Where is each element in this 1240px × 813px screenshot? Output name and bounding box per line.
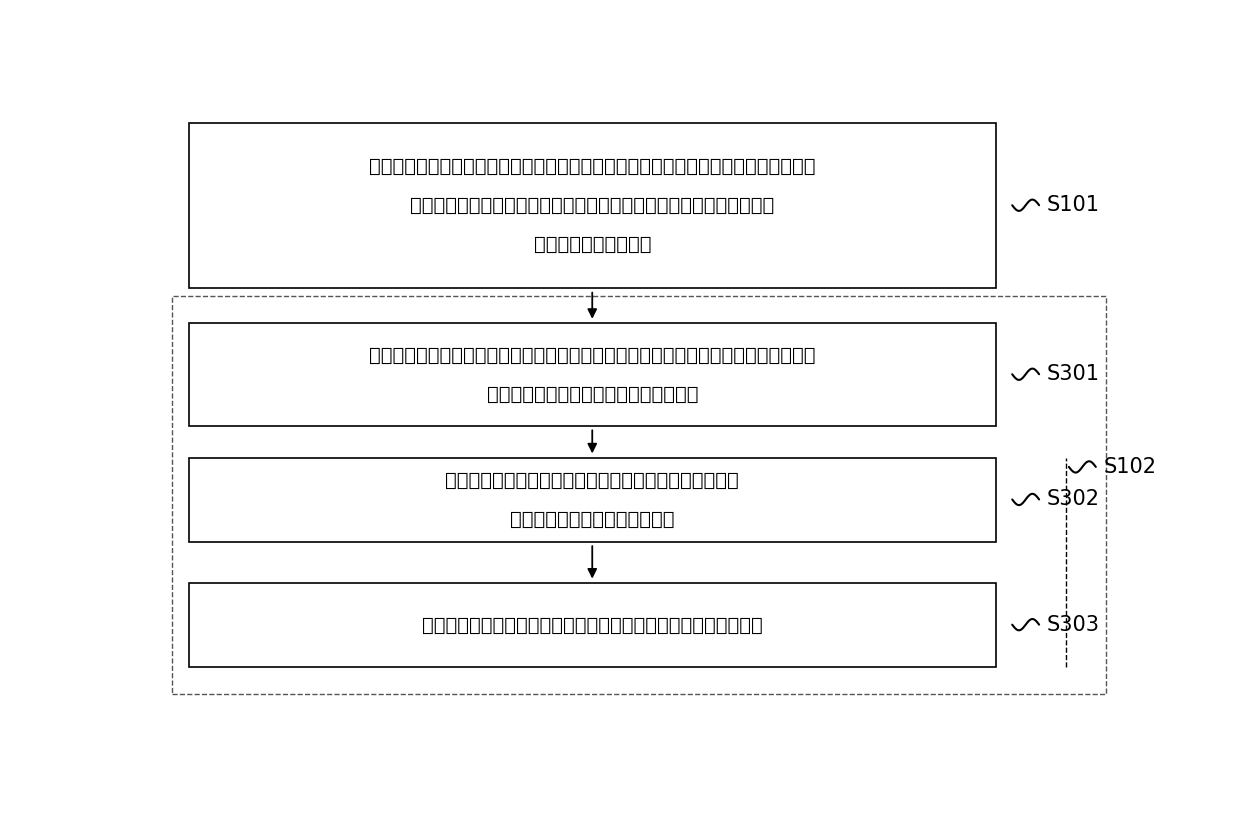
- Text: S102: S102: [1104, 457, 1157, 477]
- Text: 将所述至少一个目标自适应基数计数算法对象相加，得到: 将所述至少一个目标自适应基数计数算法对象相加，得到: [445, 471, 739, 490]
- Text: 为至少一个目标自适应基数计数算法对象: 为至少一个目标自适应基数计数算法对象: [486, 385, 698, 403]
- Text: 从所述数据库中获取给定时段内对应的第一对象序列，并将所述第一对象序列反序列化: 从所述数据库中获取给定时段内对应的第一对象序列，并将所述第一对象序列反序列化: [370, 346, 816, 365]
- Bar: [188, 458, 996, 542]
- Bar: [188, 323, 996, 426]
- Bar: [188, 583, 996, 667]
- Text: 将每个预设时段内通过互联网访问网站的所有访客的用户标识，添加到与所述预设时段: 将每个预设时段内通过互联网访问网站的所有访客的用户标识，添加到与所述预设时段: [370, 157, 816, 176]
- Bar: [172, 296, 1106, 693]
- Text: 序列化后写入数据库中: 序列化后写入数据库中: [533, 235, 651, 254]
- Bar: [188, 123, 996, 289]
- Text: S101: S101: [1047, 195, 1100, 215]
- Text: S301: S301: [1047, 364, 1100, 385]
- Text: 总目标自适应基数计数算法对象: 总目标自适应基数计数算法对象: [510, 510, 675, 528]
- Text: S303: S303: [1047, 615, 1100, 635]
- Text: S302: S302: [1047, 489, 1100, 510]
- Text: 查询所述总目标自适应基数计数算法对象中包括的用户标识的个数: 查询所述总目标自适应基数计数算法对象中包括的用户标识的个数: [422, 615, 763, 634]
- Text: 对应的自适应基数计数算法对象中，并将所述自适应基数计数算法对象: 对应的自适应基数计数算法对象中，并将所述自适应基数计数算法对象: [410, 196, 774, 215]
